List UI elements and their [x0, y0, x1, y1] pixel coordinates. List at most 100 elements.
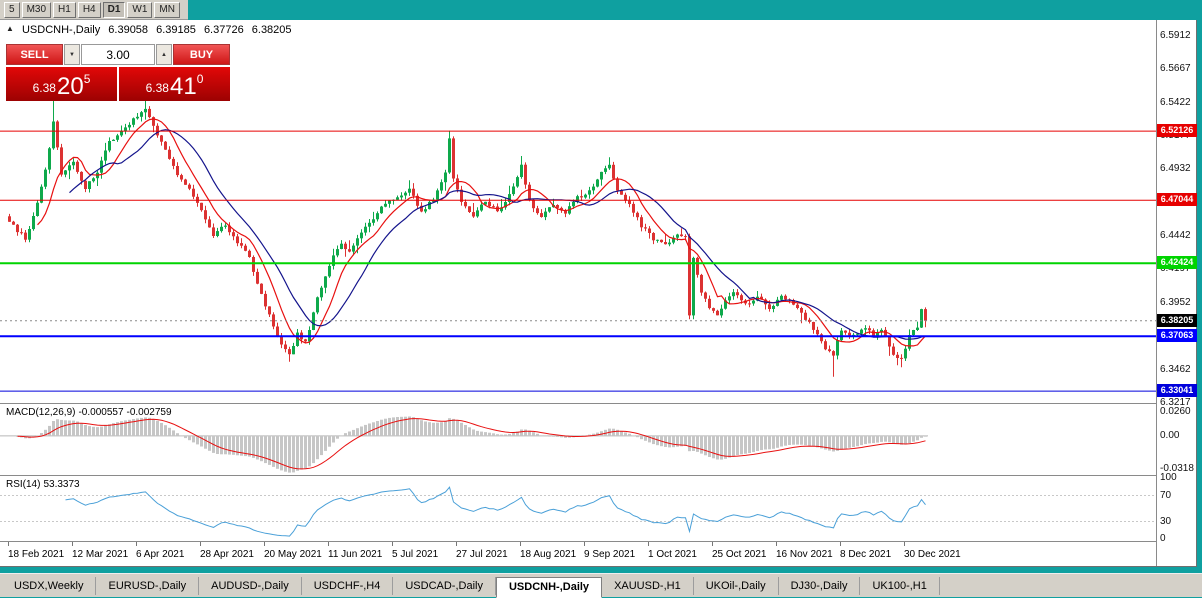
chart-window: 18 Feb 2021 12 Mar 2021 6 Apr 2021 28 Apr 2… [0, 20, 1197, 567]
timeframe-button-h4[interactable]: H4 [77, 1, 101, 18]
chevron-up-icon: ▲ [161, 51, 167, 58]
date-label: 28 Apr 2021 [200, 549, 254, 560]
pane-separator[interactable] [0, 403, 1196, 404]
date-tick [712, 542, 713, 546]
chart-tab-xauusd-h1[interactable]: XAUUSD-,H1 [602, 577, 694, 595]
date-label: 6 Apr 2021 [136, 549, 185, 560]
rsi-pane[interactable] [0, 476, 1156, 541]
chart-tab-eurusd-daily[interactable]: EURUSD-,Daily [96, 577, 200, 595]
date-tick [8, 542, 9, 546]
date-label: 11 Jun 2021 [328, 549, 383, 560]
volume-input[interactable] [81, 44, 155, 65]
quote-low: 6.37726 [203, 24, 244, 36]
level-price-badge: 6.47044 [1157, 193, 1197, 207]
date-tick [200, 542, 201, 546]
date-label: 8 Dec 2021 [840, 549, 892, 560]
date-tick [904, 542, 905, 546]
rsi-scale-label: 0 [1160, 533, 1166, 544]
date-tick [328, 542, 329, 546]
symbol-period-label: USDCNH-,Daily [21, 24, 101, 36]
date-label: 18 Feb 2021 [8, 549, 65, 560]
price-tick-label: 6.5912 [1160, 29, 1191, 41]
date-label: 9 Sep 2021 [584, 549, 636, 560]
quote-close: 6.38205 [251, 24, 292, 36]
date-tick [840, 542, 841, 546]
level-price-badge: 6.42424 [1157, 256, 1197, 270]
level-price-badge: 6.33041 [1157, 384, 1197, 398]
date-tick [456, 542, 457, 546]
time-axis[interactable]: 18 Feb 2021 12 Mar 2021 6 Apr 2021 28 Apr 2… [0, 542, 1156, 566]
date-label: 16 Nov 2021 [776, 549, 833, 560]
rsi-name: RSI(14) [6, 479, 41, 490]
rsi-value: 53.3373 [43, 479, 80, 490]
date-label: 27 Jul 2021 [456, 549, 508, 560]
price-tick-label: 6.4932 [1160, 163, 1191, 175]
macd-scale-top: 0.0260 [1160, 406, 1191, 417]
timeframe-button-m30[interactable]: M30 [21, 1, 52, 18]
date-label: 1 Oct 2021 [648, 549, 697, 560]
date-tick [776, 542, 777, 546]
macd-value-signal: -0.002759 [126, 407, 172, 418]
chart-tab-usdchf-h4[interactable]: USDCHF-,H4 [301, 577, 394, 595]
rsi-scale-label: 30 [1160, 515, 1172, 527]
date-tick [520, 542, 521, 546]
date-tick [136, 542, 137, 546]
date-label: 18 Aug 2021 [520, 549, 577, 560]
price-tick-label: 6.5667 [1160, 63, 1191, 75]
sell-button[interactable]: SELL [6, 44, 63, 65]
timeframe-button-d1[interactable]: D1 [102, 1, 126, 18]
buy-price-pips: 41 [169, 73, 197, 100]
top-toolbar: 5 M30 H1 H4 D1 W1 MN [0, 0, 1202, 20]
chart-tab-dj30-daily[interactable]: DJ30-,Daily [778, 577, 861, 595]
buy-price-base: 6.38 [145, 81, 169, 95]
timeframe-button-5[interactable]: 5 [4, 1, 20, 18]
macd-pane[interactable] [0, 404, 1156, 475]
candlestick-plot[interactable] [0, 20, 1156, 403]
date-label: 25 Oct 2021 [712, 549, 767, 560]
buy-price-point: 0 [196, 72, 204, 86]
timeframe-button-h1[interactable]: H1 [53, 1, 76, 18]
chart-tab-ukoil-daily[interactable]: UKOil-,Daily [693, 577, 779, 595]
sell-price-pips: 20 [56, 73, 84, 100]
timeframe-button-mn[interactable]: MN [154, 1, 180, 18]
macd-scale-zero: 0.00 [1160, 429, 1180, 441]
rsi-indicator-label: RSI(14) 53.3373 [6, 479, 83, 490]
level-price-badge: 6.37063 [1157, 329, 1197, 343]
sell-price-base: 6.38 [32, 81, 56, 95]
pane-separator[interactable] [0, 541, 1196, 542]
chart-tab-usdcnh-daily[interactable]: USDCNH-,Daily [495, 577, 603, 598]
buy-button[interactable]: BUY [173, 44, 230, 65]
chart-ohlc-line: ▲ USDCNH-,Daily 6.39058 6.39185 6.37726 … [6, 24, 297, 36]
chart-tab-usdx-weekly[interactable]: USDX,Weekly [2, 577, 97, 595]
price-tick-label: 6.4442 [1160, 230, 1191, 242]
chevron-down-icon: ▼ [69, 51, 75, 58]
date-tick [264, 542, 265, 546]
price-tick-label: 6.3217 [1160, 397, 1191, 408]
pane-separator[interactable] [0, 475, 1196, 476]
price-axis[interactable]: 6.59126.56676.54226.51776.49326.46876.44… [1156, 20, 1197, 566]
sell-price-tile[interactable]: 6.38 20 5 [6, 67, 117, 101]
macd-name: MACD(12,26,9) [6, 407, 76, 418]
price-tick-label: 6.3952 [1160, 296, 1191, 308]
macd-scale-bottom: -0.0318 [1160, 463, 1194, 474]
price-tick-label: 6.3462 [1160, 363, 1191, 375]
quote-high: 6.39185 [156, 24, 196, 36]
chart-tab-audusd-daily[interactable]: AUDUSD-,Daily [199, 577, 302, 595]
timeframe-toolbar: 5 M30 H1 H4 D1 W1 MN [0, 0, 188, 20]
date-label: 12 Mar 2021 [72, 549, 129, 560]
buy-price-tile[interactable]: 6.38 41 0 [119, 67, 230, 101]
chart-tabs-bar: USDX,Weekly EURUSD-,Daily AUDUSD-,Daily USD… [0, 573, 1202, 598]
rsi-scale-label: 100 [1160, 472, 1177, 483]
date-label: 5 Jul 2021 [392, 549, 439, 560]
one-click-collapse-icon[interactable]: ▲ [6, 24, 14, 33]
sell-price-point: 5 [83, 72, 91, 86]
chart-tab-uk100-h1[interactable]: UK100-,H1 [860, 577, 940, 595]
volume-increase-button[interactable]: ▲ [156, 44, 172, 65]
current-price-badge: 6.38205 [1157, 313, 1197, 327]
timeframe-button-w1[interactable]: W1 [127, 1, 153, 18]
macd-indicator-label: MACD(12,26,9) -0.000557 -0.002759 [6, 407, 175, 418]
chart-tab-usdcad-daily[interactable]: USDCAD-,Daily [393, 577, 496, 595]
volume-decrease-button[interactable]: ▼ [64, 44, 80, 65]
date-tick [648, 542, 649, 546]
